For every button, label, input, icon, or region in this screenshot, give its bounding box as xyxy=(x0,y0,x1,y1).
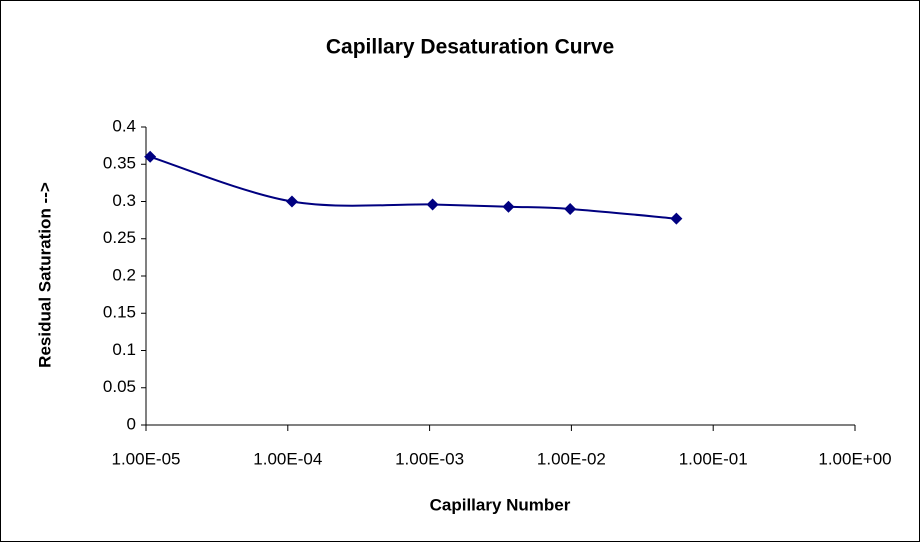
marker xyxy=(502,200,515,213)
y-tick-label: 0.1 xyxy=(112,340,136,359)
y-tick-label: 0.3 xyxy=(112,191,136,210)
marker xyxy=(285,195,298,208)
x-tick-label: 1.00E-02 xyxy=(537,449,606,468)
y-tick-label: 0.25 xyxy=(103,228,136,247)
x-tick-label: 1.00E-01 xyxy=(679,449,748,468)
y-axis-label: Residual Saturation --> xyxy=(35,182,54,368)
marker xyxy=(564,202,577,215)
x-axis-label: Capillary Number xyxy=(430,495,571,514)
x-tick-label: 1.00E-03 xyxy=(395,449,464,468)
marker xyxy=(670,212,683,225)
x-tick-label: 1.00E+00 xyxy=(818,449,891,468)
x-tick-label: 1.00E-04 xyxy=(253,449,322,468)
series-line xyxy=(149,155,677,220)
marker xyxy=(426,198,439,211)
y-tick-label: 0.2 xyxy=(112,265,136,284)
marker xyxy=(144,150,157,163)
y-tick-label: 0 xyxy=(127,414,136,433)
y-tick-label: 0.15 xyxy=(103,303,136,322)
y-tick-label: 0.4 xyxy=(112,116,136,135)
y-tick-label: 0.35 xyxy=(103,154,136,173)
y-tick-label: 0.05 xyxy=(103,377,136,396)
x-tick-label: 1.00E-05 xyxy=(112,449,181,468)
chart-title: Capillary Desaturation Curve xyxy=(326,36,614,59)
